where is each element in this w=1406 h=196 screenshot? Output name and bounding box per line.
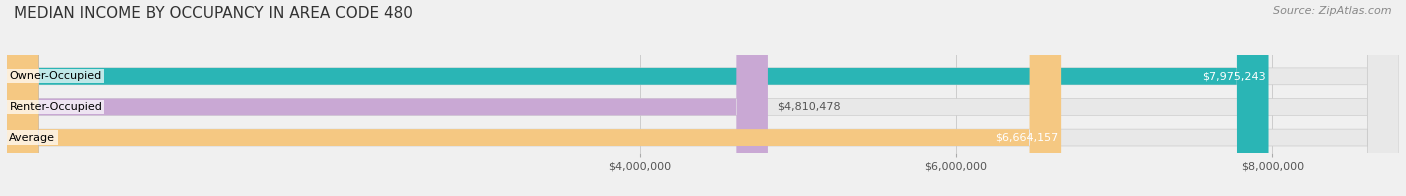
FancyBboxPatch shape [7, 0, 1399, 196]
FancyBboxPatch shape [7, 0, 1062, 196]
Text: $7,975,243: $7,975,243 [1202, 71, 1267, 81]
Text: Renter-Occupied: Renter-Occupied [10, 102, 103, 112]
Text: Source: ZipAtlas.com: Source: ZipAtlas.com [1274, 6, 1392, 16]
Text: $4,810,478: $4,810,478 [778, 102, 841, 112]
FancyBboxPatch shape [7, 0, 1399, 196]
Text: MEDIAN INCOME BY OCCUPANCY IN AREA CODE 480: MEDIAN INCOME BY OCCUPANCY IN AREA CODE … [14, 6, 413, 21]
FancyBboxPatch shape [7, 0, 1399, 196]
FancyBboxPatch shape [7, 0, 1268, 196]
FancyBboxPatch shape [7, 0, 768, 196]
Text: $6,664,157: $6,664,157 [995, 132, 1059, 142]
Text: Average: Average [10, 132, 55, 142]
Text: Owner-Occupied: Owner-Occupied [10, 71, 101, 81]
